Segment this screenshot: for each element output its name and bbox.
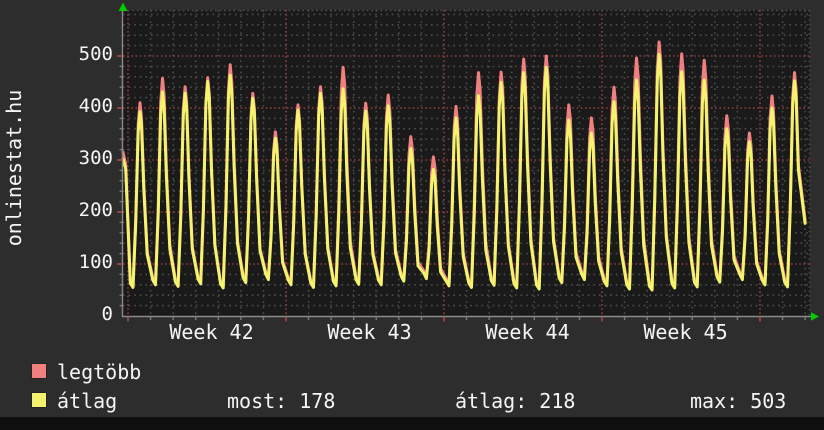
x-axis-arrow-icon [811, 312, 819, 321]
legend-label-legtobb: legtöbb [57, 360, 142, 384]
stat-max: max: 503 [690, 389, 787, 413]
y-axis-tick-label: 200 [78, 199, 113, 221]
x-axis-week-label: Week 43 [327, 320, 412, 344]
bottom-strip [0, 417, 824, 430]
y-axis-arrow-icon [118, 2, 128, 11]
y-axis-tick-label: 100 [78, 251, 113, 273]
x-axis-week-label: Week 45 [643, 320, 728, 344]
legend-label-atlag: átlag [57, 389, 118, 413]
x-axis-week-label: Week 42 [169, 320, 254, 344]
x-axis-week-label: Week 44 [485, 320, 570, 344]
legend-swatch-legtobb [31, 363, 47, 379]
y-axis-tick-label: 400 [78, 95, 113, 117]
stat-átlag: átlag: 218 [455, 389, 576, 413]
y-axis-tick-label: 500 [78, 43, 113, 65]
y-axis-tick-label: 300 [78, 147, 113, 169]
y-axis-tick-label: 0 [101, 303, 113, 325]
stat-most: most: 178 [227, 389, 336, 413]
series-line-atlag [121, 52, 807, 292]
legend-swatch-atlag [31, 392, 47, 408]
